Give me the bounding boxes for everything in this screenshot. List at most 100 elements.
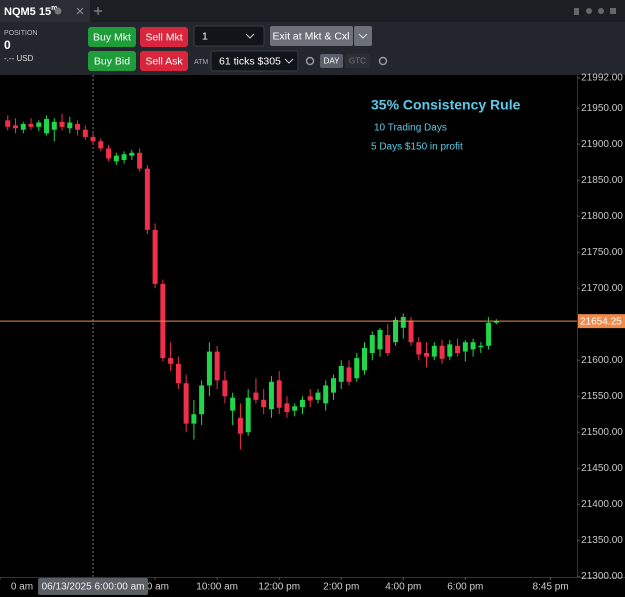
y-tick-label: 21400.00 xyxy=(581,499,623,510)
tif-settings[interactable] xyxy=(378,56,388,66)
sell-mkt-label: Sell Mkt xyxy=(145,31,182,43)
candle-body xyxy=(51,121,57,130)
candle-body xyxy=(385,335,391,354)
candle-body xyxy=(67,122,73,129)
candle-body xyxy=(144,168,150,230)
candle-body xyxy=(323,385,329,404)
candle-body xyxy=(82,129,88,137)
sell-mkt-button[interactable] xyxy=(140,27,188,47)
y-tick-label: 21350.00 xyxy=(581,535,623,546)
candle-body xyxy=(28,123,34,127)
x-tick-label: 6:00 pm xyxy=(447,582,483,593)
y-tick-label: 21900.00 xyxy=(581,139,623,150)
candle-body xyxy=(253,392,259,400)
last-price-box xyxy=(578,314,625,329)
candle-body xyxy=(393,319,399,343)
tif-gtc-label: GTC xyxy=(349,57,366,66)
tif-day-button[interactable] xyxy=(320,54,343,68)
atm-value: 61 ticks $305 xyxy=(219,55,281,67)
active-tab[interactable] xyxy=(0,0,90,22)
quantity-input[interactable] xyxy=(193,25,265,47)
candle-body xyxy=(113,155,119,162)
candle-body xyxy=(152,229,158,284)
position-pnl: -.-- USD xyxy=(4,54,34,63)
y-tick-label: 21500.00 xyxy=(581,427,623,438)
candle-body xyxy=(98,141,104,149)
candle-body xyxy=(121,154,127,160)
candle-body xyxy=(354,358,360,379)
atm-label: ATM xyxy=(194,59,208,66)
candle-body xyxy=(377,329,383,350)
candle-body xyxy=(346,367,352,382)
candle-body xyxy=(486,322,492,346)
candle-body xyxy=(424,353,430,357)
candle-body xyxy=(168,358,174,364)
buy-mkt-label: Buy Mkt xyxy=(93,31,131,43)
atm-chevron xyxy=(284,58,294,64)
candle-body xyxy=(137,152,143,169)
position-label: POSITION xyxy=(4,30,37,37)
buy-bid-button[interactable] xyxy=(88,51,136,71)
candle-body xyxy=(129,152,135,156)
candle-body xyxy=(416,342,422,355)
buy-bid-label: Buy Bid xyxy=(94,55,130,67)
window-icons xyxy=(574,8,616,15)
status-dot xyxy=(54,7,62,15)
crosshair-label: 06/13/2025 6:00:00 am xyxy=(42,582,145,593)
candle-body xyxy=(362,347,368,371)
candle-body xyxy=(455,345,461,354)
annotation-line: 10 Trading Days xyxy=(374,123,447,134)
new-tab[interactable] xyxy=(94,7,102,15)
crosshair-label-box xyxy=(38,578,149,595)
atm-select[interactable] xyxy=(210,50,299,72)
candle-body xyxy=(175,363,181,384)
candle-body xyxy=(13,125,19,129)
plot: 21300.00 21350.00 21400.00 21450.00 21500.00… xyxy=(0,73,625,595)
quantity-value: 1 xyxy=(202,30,208,42)
atm-settings[interactable] xyxy=(305,56,315,66)
candle-body xyxy=(369,335,375,354)
x-tick-label: 00 am xyxy=(141,582,169,593)
y-tick-label: 21850.00 xyxy=(581,175,623,186)
candle-body xyxy=(431,345,437,357)
candle-body xyxy=(90,136,96,142)
sell-ask-button[interactable] xyxy=(140,51,188,71)
candle-body xyxy=(400,316,406,328)
last-price-label: 21654.25 xyxy=(580,316,622,327)
tab-title: NQM5 15m xyxy=(4,5,57,18)
candle-body xyxy=(214,351,220,381)
candle-body xyxy=(315,392,321,400)
exit-label: Exit at Mkt & Cxl xyxy=(272,30,349,42)
candle-body xyxy=(439,345,445,359)
chart-area xyxy=(0,75,625,597)
x-tick-label: 10:00 am xyxy=(196,582,238,593)
exit-menu[interactable] xyxy=(354,26,372,46)
candle-body xyxy=(36,122,42,127)
annotation-title: 35% Consistency Rule xyxy=(371,97,521,113)
candle-body xyxy=(20,123,26,130)
tif-day-label: DAY xyxy=(324,57,341,66)
candle-body xyxy=(75,123,81,130)
candle-body xyxy=(276,380,282,408)
y-tick-label: 21700.00 xyxy=(581,283,623,294)
y-tick-label: 21300.00 xyxy=(581,571,623,582)
candle-body xyxy=(191,414,197,424)
candle-body xyxy=(261,399,267,408)
x-tick-label: 8:45 pm xyxy=(533,582,569,593)
buy-mkt-button[interactable] xyxy=(88,27,136,47)
candle-body xyxy=(230,397,236,411)
candle-body xyxy=(478,345,484,348)
candle-body xyxy=(447,344,453,357)
tif-gtc-button[interactable] xyxy=(345,54,370,68)
close-tab[interactable] xyxy=(76,7,84,15)
candle-body xyxy=(199,385,205,415)
exit-button[interactable] xyxy=(270,26,353,46)
x-tick-label: 4:00 pm xyxy=(385,582,421,593)
y-tick-label: 21750.00 xyxy=(581,247,623,258)
y-tick-label: 21450.00 xyxy=(581,463,623,474)
candle-body xyxy=(299,399,305,408)
y-tick-label: 21600.00 xyxy=(581,355,623,366)
quantity-chevron xyxy=(245,33,255,39)
